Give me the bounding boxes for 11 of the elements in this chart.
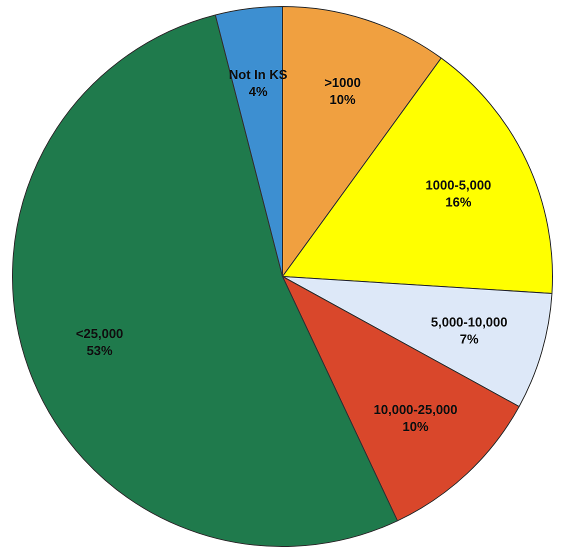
data-label: 7%	[460, 331, 480, 346]
slice-label: 10,000-25,000	[374, 402, 458, 417]
data-label: 53%	[86, 342, 114, 358]
slice-label: <25,000	[76, 326, 124, 341]
slice-label: >1000	[324, 75, 361, 90]
data-label: 4%	[248, 84, 268, 100]
data-label: 10%	[402, 418, 430, 434]
slice-label: 5,000-10,000	[430, 314, 508, 330]
slice-label: 1000-5,000	[426, 177, 492, 192]
data-label: 16%	[445, 194, 472, 210]
data-label: 10%	[330, 92, 356, 108]
